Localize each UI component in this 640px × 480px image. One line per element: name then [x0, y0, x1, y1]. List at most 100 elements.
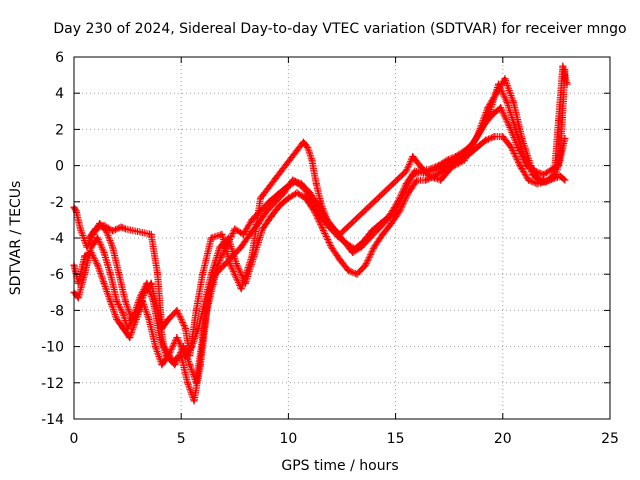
data-point	[505, 122, 513, 130]
y-tick-label: 0	[55, 159, 64, 175]
data-point	[284, 194, 292, 202]
data-point	[74, 294, 82, 302]
data-point	[518, 134, 526, 142]
data-point	[385, 212, 393, 220]
data-point	[76, 225, 84, 233]
data-point	[109, 227, 117, 235]
data-point	[422, 176, 430, 184]
data-point	[482, 136, 490, 144]
data-point	[488, 111, 496, 119]
y-tick-label: -6	[50, 267, 64, 283]
data-point	[220, 261, 228, 269]
x-tick-label: 20	[494, 431, 512, 447]
data-point	[510, 98, 518, 106]
data-point	[561, 134, 569, 142]
data-series	[70, 62, 571, 405]
data-point	[81, 252, 89, 260]
data-point	[359, 238, 367, 246]
data-point	[404, 189, 412, 197]
series-3	[70, 104, 569, 387]
y-tick-label: -8	[50, 303, 64, 319]
data-point	[362, 261, 370, 269]
data-point	[156, 334, 164, 342]
data-point	[239, 230, 247, 238]
data-point	[293, 189, 301, 197]
data-point	[437, 176, 445, 184]
data-point	[312, 180, 320, 188]
data-point	[308, 156, 316, 164]
data-point	[413, 176, 421, 184]
data-point	[336, 256, 344, 264]
data-point	[525, 176, 533, 184]
data-point	[409, 153, 417, 161]
data-point	[557, 172, 565, 180]
data-point	[199, 270, 207, 278]
data-point	[351, 245, 359, 253]
data-point	[205, 288, 213, 296]
data-point	[319, 225, 327, 233]
series-markers	[70, 67, 569, 405]
data-point	[94, 261, 102, 269]
data-point	[126, 334, 134, 342]
data-point	[147, 230, 155, 238]
data-point	[109, 243, 117, 251]
data-point	[473, 133, 481, 141]
data-point	[117, 223, 125, 231]
data-point	[171, 361, 179, 369]
x-tick-label: 0	[70, 431, 79, 447]
data-point	[349, 248, 357, 256]
data-point	[342, 239, 350, 247]
y-tick-label: 6	[55, 50, 64, 66]
data-point	[329, 225, 337, 233]
data-point	[267, 212, 275, 220]
y-tick-label: -10	[41, 340, 64, 356]
data-point	[396, 207, 404, 215]
y-tick-label: -14	[41, 412, 64, 428]
data-point	[162, 352, 170, 360]
data-point	[497, 104, 505, 112]
data-point	[119, 310, 127, 318]
data-point	[274, 191, 282, 199]
x-tick-label: 5	[177, 431, 186, 447]
data-point	[237, 285, 245, 293]
data-point	[377, 220, 385, 228]
data-point	[379, 230, 387, 238]
x-tick-label: 15	[387, 431, 405, 447]
y-tick-label: 2	[55, 122, 64, 138]
y-tick-label: -12	[41, 376, 64, 392]
data-point	[100, 221, 108, 229]
data-point	[158, 361, 166, 369]
data-point	[402, 167, 410, 175]
data-point	[181, 325, 189, 332]
x-tick-label: 10	[279, 431, 297, 447]
data-point	[91, 225, 99, 233]
y-tick-label: -4	[50, 231, 64, 247]
data-point	[145, 315, 153, 323]
data-point	[447, 163, 455, 171]
data-point	[276, 201, 284, 209]
tick-labels: 0 5 10 15 20 25 -14 -12 -10 -8 -6 -4 -2 0 2 4 6	[41, 50, 619, 447]
data-point	[257, 194, 265, 202]
data-point	[445, 158, 453, 166]
data-point	[291, 178, 299, 186]
series-markers	[85, 62, 571, 360]
data-point	[501, 75, 509, 83]
data-point	[100, 279, 108, 287]
data-point	[527, 162, 535, 170]
data-point	[227, 261, 235, 269]
data-point	[428, 167, 436, 175]
data-point	[190, 397, 198, 405]
data-point	[100, 248, 108, 256]
data-point	[164, 315, 172, 323]
data-point	[94, 234, 102, 242]
data-point	[173, 334, 181, 342]
data-point	[113, 315, 121, 323]
data-point	[387, 220, 395, 228]
data-point	[540, 171, 548, 179]
data-point	[199, 334, 207, 342]
data-point	[214, 261, 222, 269]
y-axis-label: SDTVAR / TECUs	[8, 181, 24, 296]
data-point	[149, 297, 157, 305]
data-point	[490, 133, 498, 141]
data-point	[192, 306, 200, 314]
